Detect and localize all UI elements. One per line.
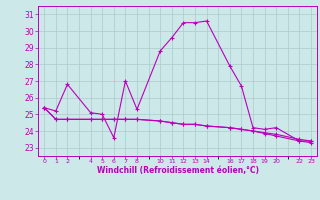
X-axis label: Windchill (Refroidissement éolien,°C): Windchill (Refroidissement éolien,°C): [97, 166, 259, 175]
